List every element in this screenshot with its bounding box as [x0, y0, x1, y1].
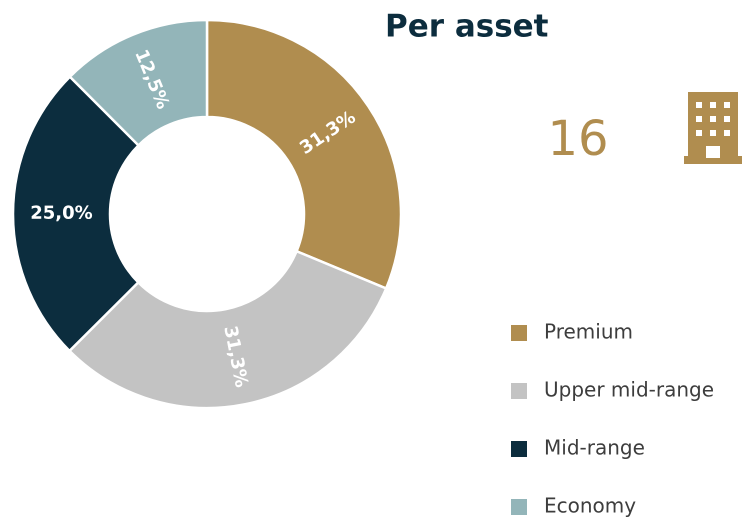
legend-swatch — [511, 499, 527, 515]
legend-label: Upper mid-range — [544, 378, 714, 402]
building-icon — [684, 92, 742, 164]
kpi-value: 16 — [547, 111, 608, 167]
legend-swatch — [511, 325, 527, 341]
donut-slice — [205, 18, 403, 291]
legend-label: Premium — [544, 320, 633, 344]
donut-slice — [11, 74, 141, 353]
donut-slice — [68, 18, 209, 148]
legend-label: Mid-range — [544, 436, 645, 460]
legend-swatch — [511, 383, 527, 399]
donut-slice — [67, 249, 388, 410]
data-label: 25,0% — [30, 203, 92, 224]
legend-label: Economy — [544, 494, 636, 518]
chart-title: Per asset — [385, 9, 549, 45]
legend-swatch — [511, 441, 527, 457]
